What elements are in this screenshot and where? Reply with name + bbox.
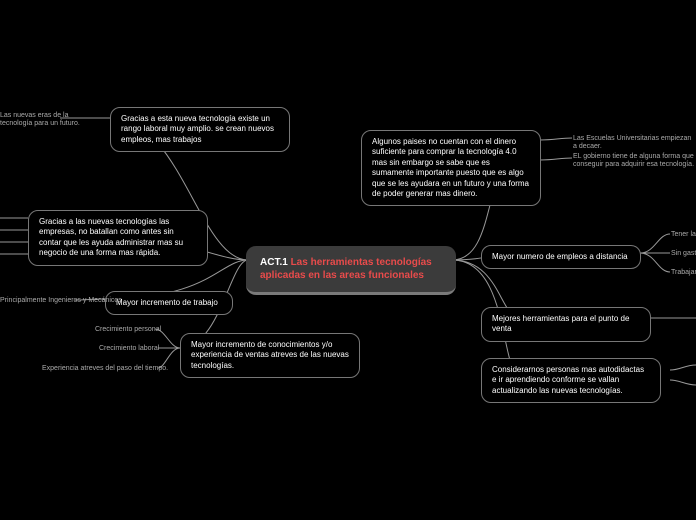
right-node-3[interactable]: Mejores herramientas para el punto de ve… [481,307,651,342]
right-node-1-leaf-1: Las Escuelas Universitarias empiezan a d… [573,135,696,152]
left-node-1[interactable]: Gracias a esta nueva tecnología existe u… [110,107,290,152]
left-node-2[interactable]: Gracias a las nuevas tecnologías las emp… [28,210,208,266]
node-text: Mayor incremento de conocimientos y/o ex… [191,340,349,370]
left-node-4-leaf-3: Experiencia atreves del paso del tiempo. [42,365,162,373]
node-text: Considerarnos personas mas autodidactas … [492,365,644,395]
left-node-4-leaf-2: Crecimiento laboral [99,345,159,353]
node-text: Gracias a las nuevas tecnologías las emp… [39,217,183,257]
node-text: Mayor numero de empleos a distancia [492,252,628,261]
left-node-4-leaf-1: Crecimiento personal [95,326,161,334]
left-node-3[interactable]: Mayor incremento de trabajo [105,291,233,315]
left-node-4[interactable]: Mayor incremento de conocimientos y/o ex… [180,333,360,378]
left-node-1-leaf: Las nuevas eras de la tecnología para un… [0,112,80,129]
left-node-3-leaf: Principalmente Ingenieros y Mecánicos [0,297,120,305]
right-node-1[interactable]: Algunos paises no cuentan con el dinero … [361,130,541,206]
center-node[interactable]: ACT.1 Las herramientas tecnologías aplic… [246,246,456,295]
right-node-1-leaf-2: EL gobierno tiene de alguna forma que co… [573,153,696,170]
right-node-2-leaf-2: Sin gastos [671,250,696,258]
right-node-4[interactable]: Considerarnos personas mas autodidactas … [481,358,661,403]
right-node-2[interactable]: Mayor numero de empleos a distancia [481,245,641,269]
act-label: ACT.1 [260,257,288,268]
node-text: Gracias a esta nueva tecnología existe u… [121,114,274,144]
node-text: Algunos paises no cuentan con el dinero … [372,137,529,198]
right-node-2-leaf-1: Tener la comodidad [671,231,696,239]
right-node-2-leaf-3: Trabajar [671,269,696,277]
node-text: Mayor incremento de trabajo [116,298,218,307]
node-text: Mejores herramientas para el punto de ve… [492,314,629,333]
